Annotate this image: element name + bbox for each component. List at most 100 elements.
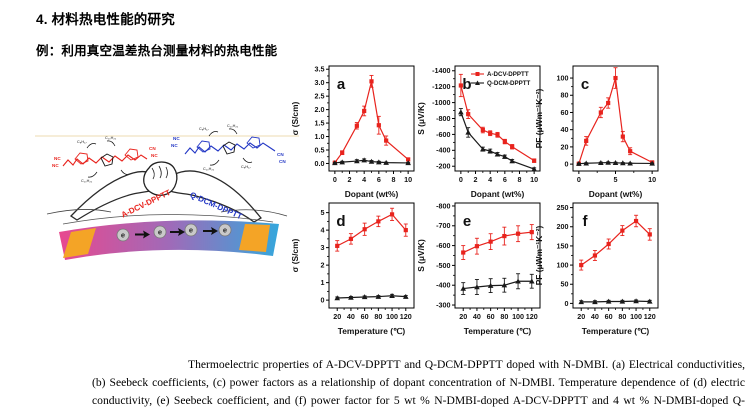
series-A-DCV-DPPTT [579, 214, 652, 271]
series-A-DCV-DPPTT [461, 224, 534, 260]
data-point [466, 112, 471, 117]
y-axis-label: PF (μWm⁻¹K⁻²) [534, 89, 544, 149]
svg-text:2: 2 [474, 175, 478, 184]
svg-text:20: 20 [577, 312, 585, 321]
data-point [647, 232, 652, 237]
svg-text:-1400: -1400 [432, 66, 450, 75]
svg-text:0: 0 [565, 299, 569, 308]
data-point [494, 151, 501, 157]
dpp-core-icon [100, 153, 114, 167]
data-point [487, 282, 494, 288]
molecular-structure-right: C₈H₁₇ C₁₀H₂₁ C₁₀H₂₁ C₈H₁₇ NC NC CN CN [171, 124, 286, 171]
svg-text:80: 80 [618, 312, 626, 321]
data-point [480, 127, 485, 133]
flexible-substrate-band: e e e e [59, 220, 279, 260]
series-A-DCV-DPPTT [458, 73, 537, 163]
data-point [592, 299, 598, 305]
data-point [384, 138, 389, 143]
svg-text:250: 250 [557, 203, 569, 212]
svg-text:3: 3 [321, 243, 325, 252]
data-point [368, 158, 375, 164]
contour-curve-icon [62, 214, 274, 225]
data-point [375, 293, 382, 299]
data-point [348, 236, 354, 241]
svg-text:20: 20 [459, 312, 467, 321]
svg-text:40: 40 [473, 312, 481, 321]
data-point [598, 160, 604, 166]
electron-icon [184, 223, 198, 237]
svg-text:40: 40 [561, 125, 569, 134]
svg-text:0: 0 [321, 296, 325, 305]
data-point [458, 109, 464, 115]
polymer-backbone-right [184, 142, 276, 155]
side-chain-label: C₈H₁₇ [241, 165, 251, 169]
electrode-left [63, 228, 96, 258]
svg-text:120: 120 [400, 312, 412, 321]
figure-caption: Thermoelectric properties of A-DCV-DPPTT… [92, 357, 745, 407]
data-point [606, 241, 611, 247]
end-group-label: CN [149, 146, 156, 151]
svg-text:-400: -400 [436, 281, 450, 290]
chart-b-canvas: 0 2 4 6 8 10 -200 -400 -600 -800 -1000 -1200 -1400 Do… [416, 65, 541, 199]
svg-text:2: 2 [348, 175, 352, 184]
svg-text:3.0: 3.0 [315, 78, 325, 87]
svg-text:80: 80 [561, 91, 569, 100]
sleeve-curve-icon [46, 209, 288, 217]
svg-text:-800: -800 [436, 114, 450, 123]
data-point [339, 159, 345, 165]
data-point [376, 159, 382, 165]
chart-e-seebeck-vs-temperature: 20 40 60 80 100 120 -300 -400 -500 -600 -700 -800 Te… [414, 190, 562, 338]
svg-text:40: 40 [347, 312, 355, 321]
alkyl-chain-icon [208, 128, 253, 166]
series-Q-DCM-DPPTT [578, 298, 653, 305]
svg-text:40: 40 [591, 312, 599, 321]
svg-text:5: 5 [321, 208, 325, 217]
svg-text:0.5: 0.5 [315, 145, 325, 154]
svg-text:1.5: 1.5 [315, 118, 325, 127]
data-point [480, 146, 486, 152]
y-axis-label: S (μV/K) [416, 102, 426, 135]
svg-text:4: 4 [362, 175, 366, 184]
series-Q-DCM-DPPTT [460, 273, 535, 295]
panel-label: a [337, 76, 346, 93]
side-chain-label: C₁₀H₂₁ [203, 167, 215, 171]
svg-text:0: 0 [459, 175, 463, 184]
dpp-core-icon [222, 141, 236, 155]
data-point [515, 231, 521, 236]
electron-icon [116, 228, 130, 242]
data-point [465, 129, 471, 135]
svg-text:8: 8 [391, 175, 395, 184]
data-point [598, 110, 603, 115]
svg-text:60: 60 [561, 108, 569, 117]
chart-a-canvas: 0 2 4 6 8 10 0.0 0.5 1.0 1.5 2.0 2.5 3.0 3.5 Dopant (w… [290, 65, 415, 199]
panel-label: f [583, 213, 589, 230]
electron-flow-arrow-icon [135, 230, 150, 239]
x-axis-label: Dopant (wt%) [345, 189, 399, 199]
svg-text:-300: -300 [436, 300, 450, 309]
data-point [376, 123, 381, 128]
data-point [649, 160, 655, 166]
data-point [502, 233, 507, 239]
arm-wrestling-arms [46, 161, 288, 225]
y-axis-label: S (μV/K) [416, 239, 426, 272]
data-point [613, 75, 618, 81]
data-point [532, 158, 537, 163]
electrode-right [239, 224, 270, 252]
side-chain-label: C₁₀H₂₁ [81, 179, 93, 183]
svg-text:4: 4 [321, 226, 325, 235]
data-point [495, 132, 500, 137]
plot-box [328, 202, 415, 309]
chart-a-electrical-conductivity-vs-dopant: 0 2 4 6 8 10 0.0 0.5 1.0 1.5 2.0 2.5 3.0 3.5 Dopant (w… [288, 53, 436, 201]
data-point [361, 157, 367, 163]
data-point [606, 100, 611, 106]
end-group-label: CN [277, 152, 284, 157]
y-axis-label: σ (S/cm) [290, 238, 300, 272]
data-point [605, 298, 612, 304]
svg-text:100: 100 [512, 312, 524, 321]
svg-text:2.5: 2.5 [315, 92, 325, 101]
svg-text:20: 20 [333, 312, 341, 321]
data-point [348, 294, 354, 300]
data-point [354, 123, 359, 128]
data-point [354, 158, 360, 164]
